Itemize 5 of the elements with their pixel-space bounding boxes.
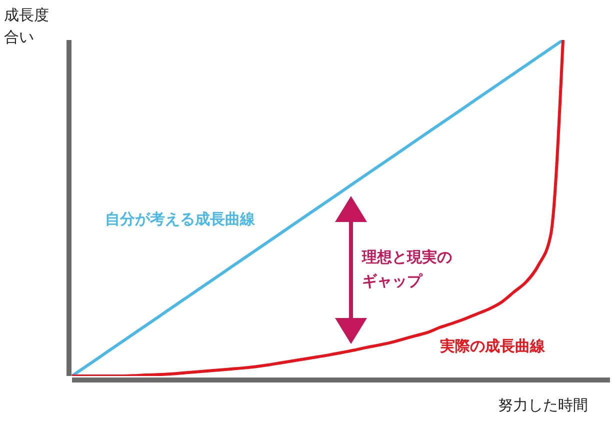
x-axis-title: 努力した時間 — [498, 396, 588, 415]
series-label: 自分が考える成長曲線 — [105, 210, 255, 229]
series-label: 実際の成長曲線 — [440, 337, 545, 356]
annotation: 理想と現実のギャップ — [362, 247, 453, 292]
y-axis-title: 成長度合い — [4, 5, 50, 48]
